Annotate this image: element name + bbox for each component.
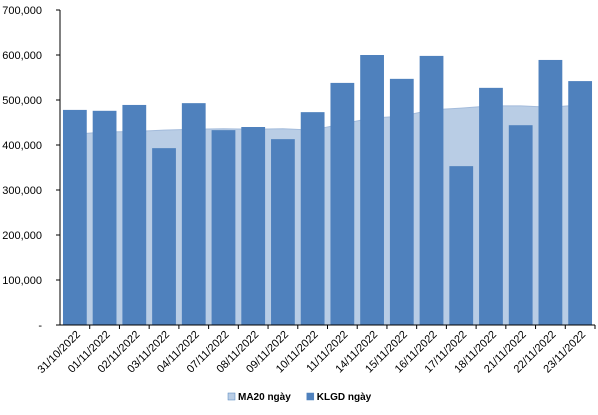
bar <box>330 82 355 326</box>
y-tick-label: 300,000 <box>2 185 42 197</box>
bar <box>419 55 444 326</box>
bar <box>241 127 266 325</box>
legend-swatch <box>306 392 315 401</box>
bar <box>122 104 147 325</box>
bar <box>300 112 325 326</box>
bar <box>538 59 563 325</box>
area <box>74 104 581 326</box>
y-tick-label: 500,000 <box>2 95 42 107</box>
y-tick-label: 400,000 <box>2 140 42 152</box>
y-tick-label: 700,000 <box>2 5 42 17</box>
y-tick-label: 200,000 <box>2 230 42 242</box>
bar <box>152 148 176 325</box>
legend-label: MA20 ngày <box>238 392 291 403</box>
bar <box>568 81 593 325</box>
bar <box>479 87 503 325</box>
bar <box>389 78 414 325</box>
bar <box>62 109 87 326</box>
bar <box>271 139 295 325</box>
bar <box>449 166 474 325</box>
y-tick-label: - <box>38 320 42 332</box>
bar <box>92 110 117 325</box>
y-tick-label: 100,000 <box>2 275 42 287</box>
y-tick-label: 600,000 <box>2 50 42 62</box>
bar <box>508 125 533 325</box>
bar <box>211 130 236 325</box>
bar <box>181 103 206 326</box>
legend-swatch <box>227 392 236 401</box>
legend-label: KLGD ngày <box>317 392 372 403</box>
bar <box>360 55 384 325</box>
